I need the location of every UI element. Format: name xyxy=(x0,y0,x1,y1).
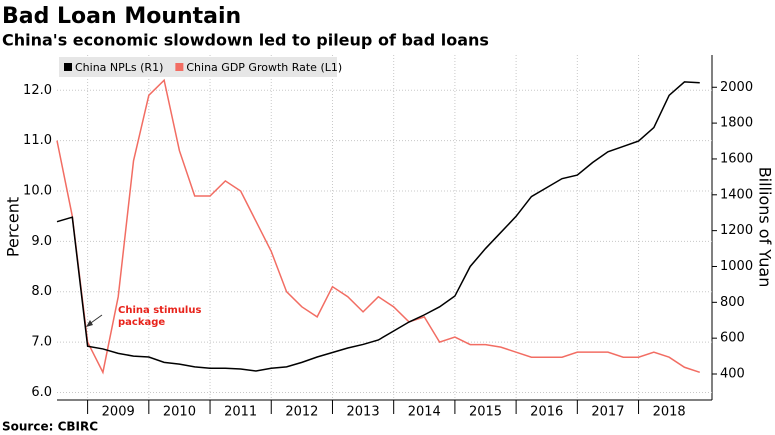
y-tick-label: 12.0 xyxy=(23,83,52,98)
annotation-arrowhead xyxy=(86,320,93,327)
legend-label: China GDP Growth Rate (L1) xyxy=(186,61,342,74)
x-tick-label: 2014 xyxy=(408,405,441,420)
y2-axis-label: Billions of Yuan xyxy=(756,167,775,288)
y-tick-label: 7.0 xyxy=(31,335,52,350)
legend-swatch xyxy=(64,63,72,71)
x-tick-label: 2012 xyxy=(285,405,318,420)
y2-tick-label: 1000 xyxy=(720,259,753,274)
chart-subtitle: China's economic slowdown led to pileup … xyxy=(2,31,489,50)
x-tick-label: 2011 xyxy=(224,405,257,420)
x-tick-label: 2016 xyxy=(530,405,563,420)
y2-tick-label: 1400 xyxy=(720,187,753,202)
y2-tick-label: 600 xyxy=(720,331,745,346)
chart-title: Bad Loan Mountain xyxy=(2,4,241,29)
y-tick-label: 9.0 xyxy=(31,234,52,249)
x-tick-label: 2010 xyxy=(163,405,196,420)
y-tick-label: 8.0 xyxy=(31,284,52,299)
y-tick-label: 6.0 xyxy=(31,385,52,400)
series-line xyxy=(56,81,700,372)
y-tick-label: 11.0 xyxy=(23,133,52,148)
x-tick-label: 2013 xyxy=(347,405,380,420)
y2-tick-label: 2000 xyxy=(720,80,753,95)
y2-tick-label: 400 xyxy=(720,367,745,382)
y2-tick-label: 1800 xyxy=(720,116,753,131)
y2-tick-label: 1600 xyxy=(720,151,753,166)
x-tick-label: 2018 xyxy=(653,405,686,420)
x-tick-label: 2017 xyxy=(591,405,624,420)
legend-label: China NPLs (R1) xyxy=(75,61,163,74)
y-tick-label: 10.0 xyxy=(23,183,52,198)
y-axis-label: Percent xyxy=(4,197,23,257)
x-tick-label: 2009 xyxy=(102,405,135,420)
y2-tick-label: 1200 xyxy=(720,223,753,238)
source: Source: CBIRC xyxy=(2,420,98,434)
annotation: China stimulus package xyxy=(118,305,202,328)
x-tick-label: 2015 xyxy=(469,405,502,420)
legend-box xyxy=(59,57,337,77)
series-line xyxy=(56,78,700,375)
y2-tick-label: 800 xyxy=(720,295,745,310)
legend-swatch xyxy=(175,63,184,71)
